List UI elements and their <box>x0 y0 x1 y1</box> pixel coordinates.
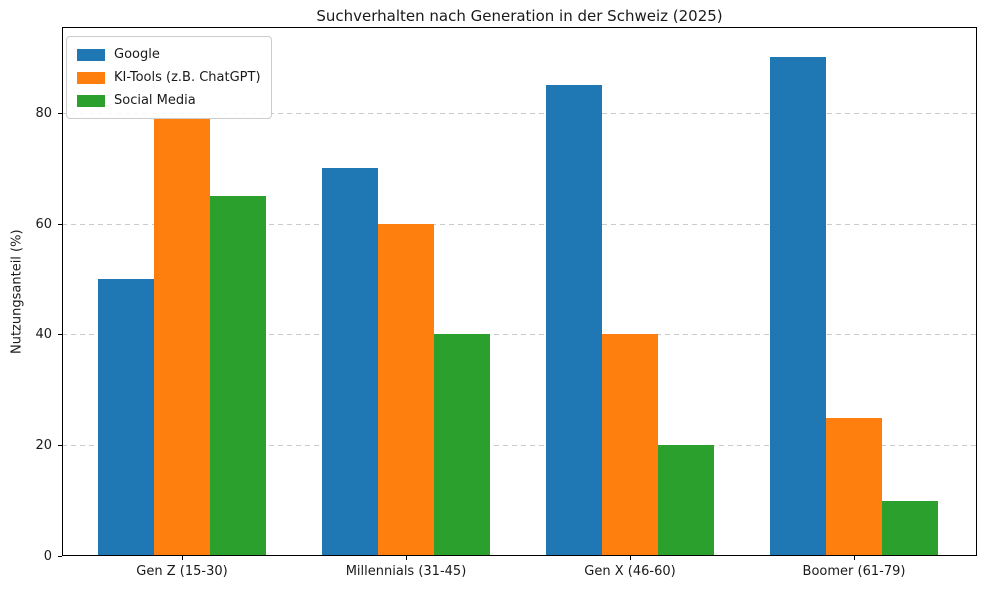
bar-ki-tools-z-b-chatgpt <box>154 118 210 556</box>
legend-row: Social Media <box>77 89 261 112</box>
gridline <box>62 334 977 335</box>
bar-social-media <box>658 445 714 556</box>
y-tick-mark <box>58 224 62 225</box>
legend: Google KI-Tools (z.B. ChatGPT) Social Medi… <box>66 36 272 119</box>
y-tick-label: 20 <box>35 438 52 453</box>
x-tick-label: Millennials (31-45) <box>345 564 467 579</box>
bar-ki-tools-z-b-chatgpt <box>826 418 882 556</box>
plot-area: Google KI-Tools (z.B. ChatGPT) Social Medi… <box>62 27 977 556</box>
gridline <box>62 113 977 114</box>
bar-google <box>98 279 154 556</box>
x-tick-label: Boomer (61-79) <box>802 564 906 579</box>
y-tick-label: 0 <box>43 549 52 564</box>
legend-label: KI-Tools (z.B. ChatGPT) <box>114 70 261 85</box>
gridline <box>62 224 977 225</box>
bar-google <box>546 85 602 556</box>
legend-swatch-icon <box>77 48 105 61</box>
bar-social-media <box>434 334 490 556</box>
y-tick-mark <box>58 556 62 557</box>
x-tick-label: Gen Z (15-30) <box>136 564 228 579</box>
x-tick-label: Gen X (46-60) <box>584 564 676 579</box>
legend-row: Google <box>77 43 261 66</box>
y-tick-label: 40 <box>35 327 52 342</box>
legend-label: Google <box>114 47 160 62</box>
bar-social-media <box>210 196 266 556</box>
bar-google <box>322 168 378 556</box>
y-tick-label: 60 <box>35 217 52 232</box>
legend-swatch-icon <box>77 94 105 107</box>
x-tick-mark <box>630 556 631 560</box>
x-tick-mark <box>182 556 183 560</box>
y-tick-mark <box>58 445 62 446</box>
legend-row: KI-Tools (z.B. ChatGPT) <box>77 66 261 89</box>
x-tick-mark <box>406 556 407 560</box>
y-tick-mark <box>58 334 62 335</box>
legend-label: Social Media <box>114 93 196 108</box>
y-tick-mark <box>58 113 62 114</box>
bar-ki-tools-z-b-chatgpt <box>602 334 658 556</box>
legend-swatch-icon <box>77 71 105 84</box>
bar-google <box>770 57 826 556</box>
x-tick-mark <box>854 556 855 560</box>
gridline <box>62 445 977 446</box>
bar-ki-tools-z-b-chatgpt <box>378 224 434 556</box>
bar-social-media <box>882 501 938 556</box>
y-tick-label: 80 <box>35 106 52 121</box>
chart-title: Suchverhalten nach Generation in der Sch… <box>316 7 723 25</box>
